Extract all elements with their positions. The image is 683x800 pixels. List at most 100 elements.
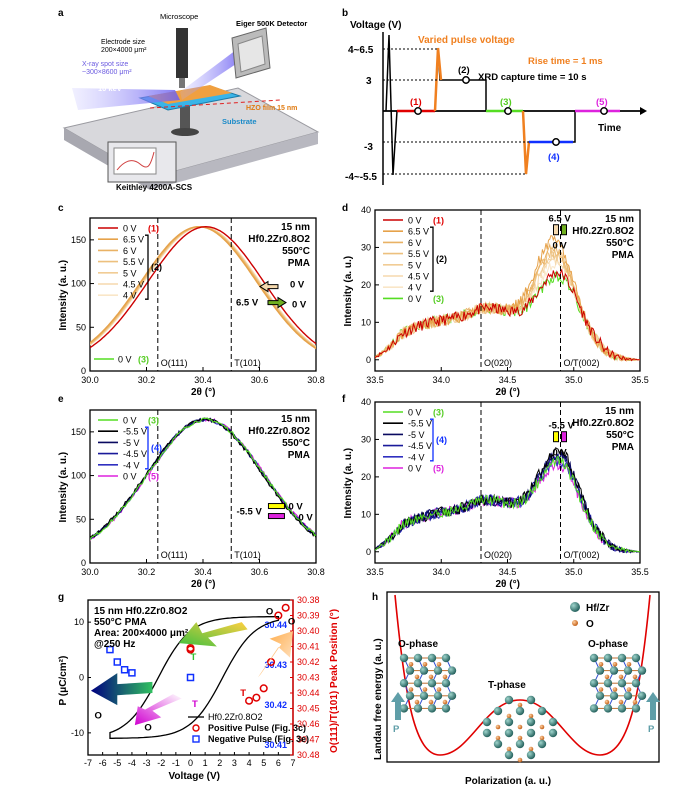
xrd-curve <box>90 417 316 541</box>
hfzr-atom <box>413 704 423 713</box>
hfzr-atom <box>427 704 437 713</box>
negative-pulse-point <box>113 658 122 666</box>
peak-marker-label: O(020) <box>484 358 512 368</box>
g-info-line: @250 Hz <box>94 639 135 650</box>
legend-swatch <box>192 724 200 732</box>
electrode-size-line2: 200×4000 μm² <box>101 47 147 54</box>
hfzr-atom <box>548 728 558 738</box>
o-atom <box>528 746 534 752</box>
x-tick-label: 30.2 <box>138 375 156 385</box>
film-thickness: 15 nm <box>281 222 310 233</box>
y2-tick-label: 30.42 <box>297 657 320 667</box>
phase-label: T <box>192 699 198 710</box>
legend-label: 4.5 V <box>123 280 144 290</box>
b-marker-4 <box>552 138 560 146</box>
legend-label: 5.5 V <box>123 257 144 267</box>
peak-marker-label: T(101) <box>234 550 261 560</box>
b-step-4: (4) <box>548 152 560 163</box>
shift-box-left <box>553 224 559 236</box>
y-tick-label: 0 <box>81 366 86 376</box>
hfzr-atom <box>589 704 599 713</box>
hfzr-atom <box>537 706 547 716</box>
hfzr-atom <box>504 695 514 705</box>
b-step-2: (2) <box>458 65 470 76</box>
x-tick-label: 30.0 <box>81 567 99 577</box>
b-step-5: (5) <box>596 97 608 108</box>
y-tick-label: 0 <box>79 673 84 683</box>
positive-pulse-point <box>281 603 290 612</box>
microscope-label: Microscope <box>160 12 198 21</box>
ann-right: 0 V <box>298 513 313 524</box>
b-wave-pos-ramp <box>433 47 443 112</box>
hfzr-atom <box>399 704 409 713</box>
o-atom <box>626 687 632 692</box>
legend-label: 5 V <box>408 260 422 270</box>
peak-marker-label: O(111) <box>161 358 188 368</box>
shift-box-right <box>561 431 567 443</box>
material: Hf0.2Zr0.8O2 <box>572 226 634 237</box>
hfzr-atom <box>427 679 437 688</box>
xrd-curve <box>375 455 640 554</box>
electrode-size-line1: Electrode size <box>101 39 145 46</box>
legend-label: 0 V <box>408 294 422 304</box>
y-tick-label: 20 <box>361 472 371 482</box>
shift-box-bottom <box>267 513 285 520</box>
hfzr-atom <box>537 739 547 749</box>
b-xlabel: Time <box>598 123 622 134</box>
shift-box-top <box>267 503 285 510</box>
y2-tick-label: 30.44 <box>297 688 320 698</box>
legend-label: -4 V <box>123 460 140 470</box>
legend-label: -4 V <box>408 452 425 462</box>
h-ylabel: Landau free energy (a. u.) <box>373 638 384 760</box>
y-tick-label: 0 <box>81 558 86 568</box>
arrow-negative-sweep <box>90 673 153 706</box>
legend-tag: (3) <box>433 294 444 304</box>
o-atom <box>612 687 618 692</box>
o-atom <box>495 724 501 730</box>
phase-label: T <box>191 652 197 663</box>
h-phase-left: O-phase <box>398 639 438 650</box>
y-tick-label: 20 <box>361 280 371 290</box>
ann-right: 0 V <box>292 300 307 311</box>
legend-tag: (4) <box>151 443 162 453</box>
legend-label: 6 V <box>123 246 137 256</box>
legend-label: -4.5 V <box>408 441 432 451</box>
diffracted-beam <box>180 50 242 100</box>
legend-label: 6.5 V <box>408 227 429 237</box>
b-ytick-0: 4~6.5 <box>348 45 374 56</box>
legend-swatch <box>192 735 200 743</box>
x-tick-label: -5 <box>113 758 121 768</box>
y2-tick-label: 30.38 <box>297 595 320 605</box>
x-axis-label: 2θ (°) <box>496 579 520 590</box>
h-phase-right: O-phase <box>588 639 628 650</box>
hfzr-atom <box>617 653 627 663</box>
y2-blue-tick-label: 30.41 <box>264 740 287 750</box>
x-tick-label: 30.8 <box>307 567 325 577</box>
hfzr-atom <box>526 728 536 738</box>
o-atom <box>408 662 414 667</box>
hfzr-atom <box>441 704 451 713</box>
o-atom <box>539 724 545 730</box>
b-varied: Varied pulse voltage <box>418 35 515 46</box>
x-tick-label: 34.0 <box>432 375 450 385</box>
pma-label: PMA <box>288 258 310 269</box>
legend-label: Negative Pulse (Fig. 3e) <box>208 734 309 744</box>
o-atom <box>517 757 523 763</box>
y2-tick-label: 30.46 <box>297 719 320 729</box>
stage-post <box>180 102 190 132</box>
panel-letter-h: h <box>372 592 378 603</box>
anneal-temp: 550°C <box>606 430 634 441</box>
legend-bracket <box>430 418 434 462</box>
hfzr-atom <box>419 666 429 675</box>
positive-pulse-point <box>274 611 283 620</box>
hfzr-atom <box>631 679 641 688</box>
hfzr-atom <box>603 704 613 713</box>
o-atom <box>632 674 638 680</box>
y-tick-label: 50 <box>76 322 86 332</box>
b-ytick-2: -3 <box>364 142 373 153</box>
hfzr-atom <box>617 679 627 688</box>
panel-letter-a: a <box>58 8 64 19</box>
o-atom <box>517 724 523 730</box>
y-tick-label: 10 <box>74 617 84 627</box>
y-axis-label: Intensity (a. u.) <box>343 256 354 327</box>
